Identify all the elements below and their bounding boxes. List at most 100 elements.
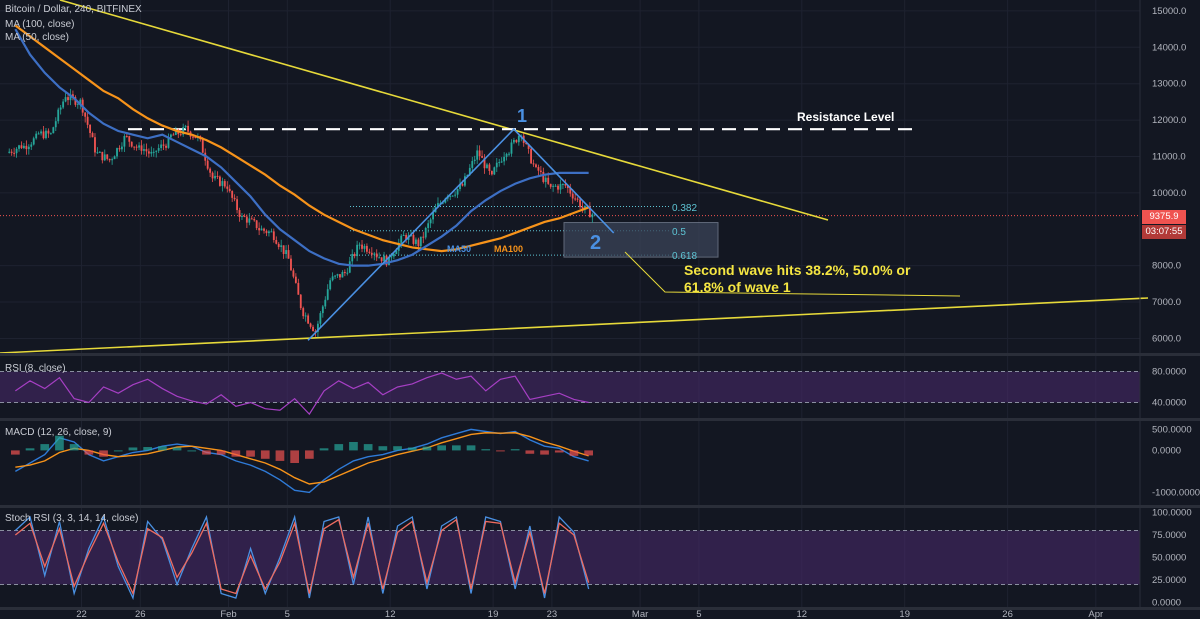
- stoch-axis-tick: 0.0000: [1152, 598, 1181, 609]
- candle-body: [245, 216, 248, 223]
- time-axis-tick: 26: [1002, 609, 1013, 619]
- time-axis-tick: 5: [285, 609, 290, 619]
- candle-body: [471, 161, 474, 168]
- candle-body: [535, 164, 537, 168]
- candle-body: [334, 275, 336, 277]
- candle-body: [375, 253, 378, 258]
- macd-histogram-bar: [305, 450, 314, 459]
- candle-body: [341, 272, 344, 278]
- macd-histogram-bar: [496, 450, 505, 452]
- candle-body: [285, 250, 287, 254]
- time-axis-tick: Feb: [220, 609, 236, 619]
- candle-body: [37, 133, 40, 135]
- candle-body: [125, 136, 128, 138]
- candle-body: [547, 177, 550, 184]
- candle-body: [419, 236, 422, 247]
- candle-body: [346, 272, 349, 274]
- candle-body: [248, 218, 251, 223]
- candle-body: [380, 257, 383, 262]
- macd-histogram-bar: [407, 447, 417, 451]
- candle-body: [510, 142, 513, 154]
- macd-histogram-bar: [143, 447, 152, 451]
- oscillators: [11, 372, 593, 601]
- macd-histogram-bar: [202, 450, 211, 455]
- candle-body: [383, 255, 385, 262]
- candle-body: [280, 245, 283, 247]
- candle-body: [182, 127, 185, 135]
- candle-body: [272, 231, 275, 241]
- price-axis-tick: 11000.0: [1152, 151, 1186, 162]
- ma50-legend: MA (50, close): [5, 32, 69, 43]
- macd-histogram-bar: [481, 449, 491, 451]
- candle-body: [157, 148, 160, 151]
- time-axis-tick: Apr: [1088, 609, 1103, 619]
- candle-body: [258, 228, 261, 231]
- ma100-line: [14, 24, 590, 253]
- candle-body: [133, 146, 136, 148]
- candle-body: [324, 299, 327, 307]
- candle-body: [49, 133, 52, 135]
- macd-histogram-bar: [554, 450, 564, 453]
- candle-body: [155, 150, 158, 152]
- candle-body: [400, 235, 403, 243]
- macd-histogram-bar: [569, 450, 579, 456]
- candle-body: [290, 258, 292, 271]
- price-axis-tick: 12000.0: [1152, 115, 1186, 126]
- macd-histogram-bar: [393, 446, 402, 451]
- candle-body: [84, 112, 87, 117]
- macd-histogram-bar: [378, 446, 388, 451]
- note-line-1: Second wave hits 38.2%, 50.0% or: [684, 262, 911, 278]
- candle-body: [312, 326, 314, 331]
- candle-body: [402, 234, 405, 236]
- candle-body: [363, 245, 366, 249]
- candle-body: [591, 214, 594, 218]
- candle-body: [69, 94, 72, 101]
- time-axis-tick: 19: [899, 609, 910, 619]
- moving-averages: [14, 24, 590, 267]
- macd-histogram-bar: [113, 450, 123, 452]
- candle-body: [206, 160, 209, 169]
- candle-body: [223, 181, 226, 187]
- candle-body: [214, 175, 216, 179]
- candle-body: [54, 121, 57, 128]
- candle-body: [91, 132, 94, 138]
- candle-body: [292, 270, 295, 277]
- candle-body: [490, 170, 493, 175]
- candle-body: [527, 143, 530, 149]
- candle-body: [495, 162, 498, 168]
- candle-body: [170, 134, 172, 138]
- candle-body: [243, 216, 246, 218]
- candle-body: [255, 220, 258, 229]
- last-price-tag: 9375.9: [1142, 210, 1186, 224]
- macd-histogram-bar: [584, 450, 593, 456]
- candle-body: [211, 172, 214, 179]
- candle-body: [483, 157, 486, 169]
- ma100-annotation: MA100: [494, 244, 524, 254]
- candle-body: [152, 151, 155, 153]
- macd-histogram-bar: [260, 450, 270, 459]
- fib-382-label: 0.382: [672, 203, 698, 214]
- candle-body: [417, 239, 420, 247]
- candle-body: [508, 153, 510, 155]
- candle-body: [160, 144, 163, 149]
- candle-body: [42, 131, 45, 139]
- candle-body: [86, 116, 89, 125]
- macd-histogram-bar: [510, 449, 520, 451]
- candle-body: [172, 134, 175, 136]
- candle-body: [294, 276, 297, 283]
- candle-body: [530, 148, 532, 164]
- candle-body: [361, 244, 363, 249]
- candle-body: [123, 136, 126, 147]
- candle-body: [67, 97, 69, 101]
- wave-1-label: 1: [517, 106, 528, 126]
- candle-body: [319, 313, 322, 324]
- candle-body: [353, 253, 356, 257]
- candle-body: [13, 152, 16, 154]
- candle-body: [27, 146, 30, 150]
- candle-body: [128, 136, 131, 142]
- candle-body: [116, 148, 118, 157]
- candle-body: [562, 183, 564, 185]
- candle-body: [415, 239, 417, 244]
- candle-body: [35, 133, 38, 139]
